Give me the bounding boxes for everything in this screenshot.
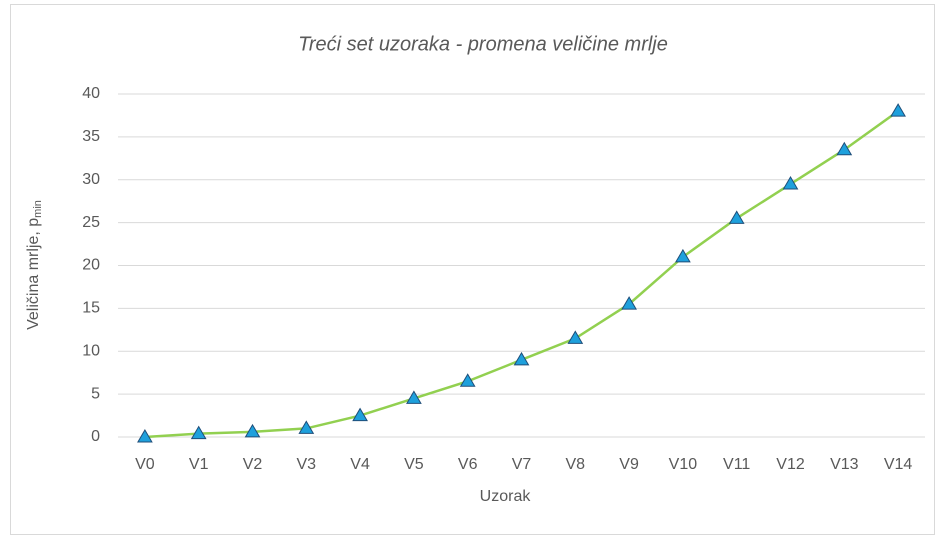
marker (352, 407, 368, 422)
y-tick-label: 25 (82, 214, 100, 231)
x-tick-label: V3 (297, 456, 317, 473)
y-tick-label: 10 (82, 342, 100, 359)
y-axis-label-sub: min (32, 200, 44, 218)
x-tick-label: V4 (350, 456, 370, 473)
y-tick-label: 35 (82, 128, 100, 145)
marker (567, 330, 584, 344)
marker (890, 103, 906, 117)
x-tick-label: V1 (189, 456, 209, 473)
x-tick-label: V6 (458, 456, 478, 473)
x-tick-label: V14 (884, 456, 913, 473)
marker (675, 248, 691, 263)
y-tick-label: 40 (82, 85, 100, 102)
x-tick-label: V5 (404, 456, 424, 473)
y-tick-label: 20 (82, 257, 100, 274)
x-tick-label: V11 (723, 456, 750, 473)
marker (836, 141, 853, 156)
x-tick-label: V9 (619, 456, 639, 473)
marker (782, 176, 799, 190)
x-tick-label: V7 (512, 456, 532, 473)
y-axis-label-main: Veličina mrlje, p (25, 218, 42, 330)
marker (137, 429, 153, 443)
y-axis-label: Veličina mrlje, pmin (25, 200, 44, 330)
marker (513, 351, 530, 366)
y-tick-label: 15 (82, 300, 100, 317)
marker (459, 373, 476, 387)
y-tick-label: 0 (91, 428, 100, 445)
chart-title: Trećі set uzoraka - promena veličine mrl… (298, 33, 668, 55)
x-tick-label: V8 (566, 456, 586, 473)
marker (621, 296, 637, 310)
x-axis-label: Uzorak (480, 488, 532, 505)
x-tick-label: V2 (243, 456, 263, 473)
x-tick-label: V12 (776, 456, 805, 473)
marker (298, 420, 315, 434)
y-tick-label: 30 (82, 171, 100, 188)
x-tick-label: V13 (830, 456, 859, 473)
x-tick-label: V0 (135, 456, 155, 473)
chart-frame (10, 4, 935, 535)
marker (406, 390, 422, 404)
marker (244, 423, 261, 438)
y-tick-label: 5 (91, 385, 100, 402)
x-tick-label: V10 (669, 456, 698, 473)
marker (728, 210, 745, 224)
marker (190, 425, 207, 440)
